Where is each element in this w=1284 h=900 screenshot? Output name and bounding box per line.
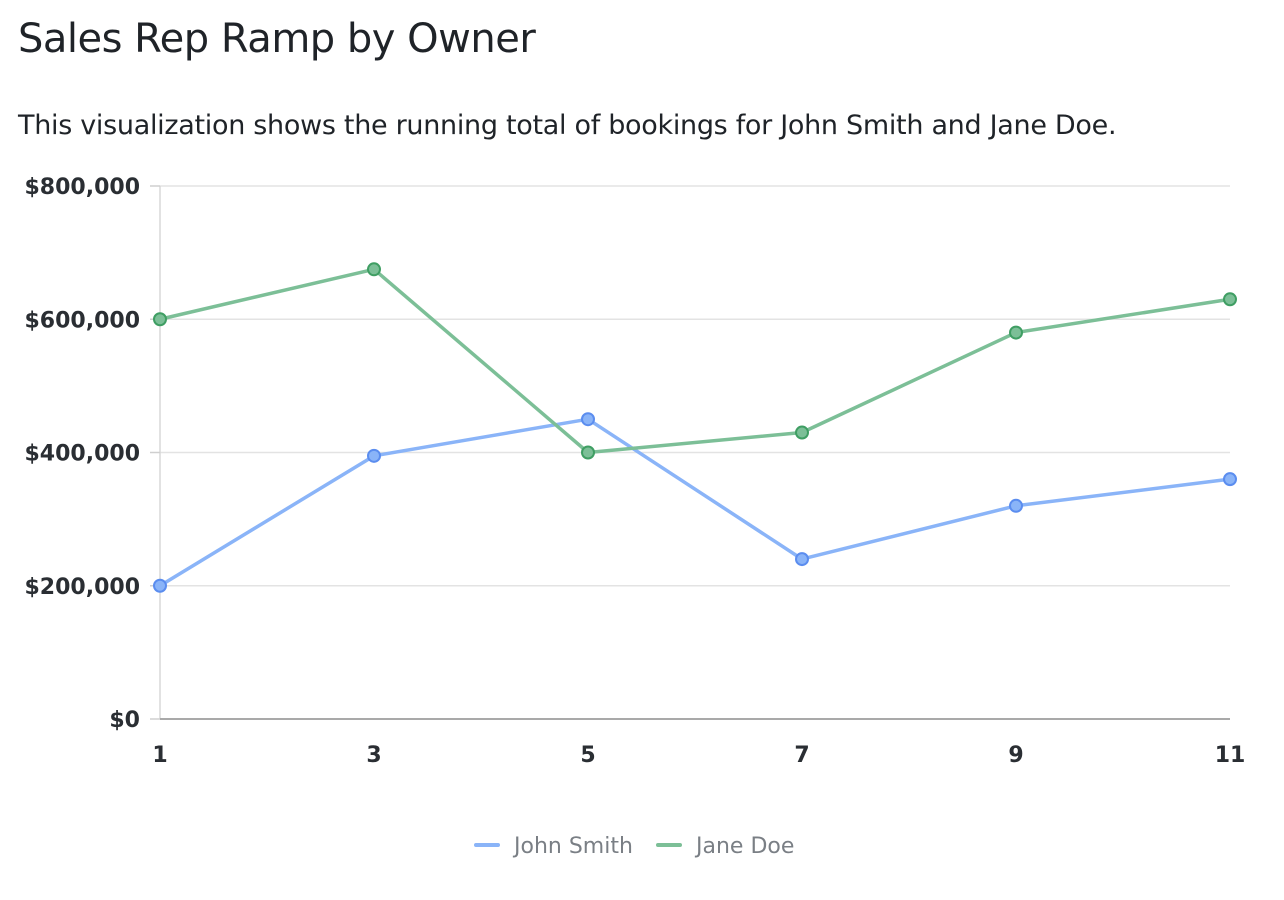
x-tick-label: 3 (366, 743, 381, 768)
y-tick-label: $0 (109, 708, 140, 733)
y-tick-label: $200,000 (24, 575, 140, 600)
series-john-smith (153, 412, 1237, 593)
grid-lines (160, 185, 1230, 587)
y-axis-ticks: $0 $200,000 $400,000 $600,000 $800,000 (24, 175, 160, 733)
x-tick-label: 9 (1008, 743, 1023, 768)
x-tick-label: 7 (794, 743, 809, 768)
data-point[interactable] (1223, 472, 1237, 487)
series (153, 262, 1237, 593)
y-tick-label: $800,000 (24, 175, 140, 200)
x-tick-label: 1 (152, 743, 167, 768)
legend-label: John Smith (512, 834, 633, 859)
data-point[interactable] (153, 312, 167, 327)
data-point[interactable] (581, 445, 595, 460)
chart-subtitle: This visualization shows the running tot… (18, 110, 1117, 141)
y-tick-label: $600,000 (24, 308, 140, 333)
data-point[interactable] (367, 448, 381, 463)
x-tick-label: 11 (1215, 743, 1246, 768)
data-point[interactable] (367, 262, 381, 277)
legend[interactable]: John Smith Jane Doe (474, 834, 794, 859)
data-point[interactable] (153, 578, 167, 593)
legend-label: Jane Doe (694, 834, 794, 859)
data-point[interactable] (1009, 498, 1023, 513)
legend-item-john-smith[interactable]: John Smith (474, 834, 633, 859)
series-line (158, 267, 1232, 455)
x-axis-ticks: 1 3 5 7 9 11 (152, 743, 1245, 768)
x-tick-label: 5 (580, 743, 595, 768)
data-point[interactable] (1223, 292, 1237, 307)
data-point[interactable] (795, 552, 809, 567)
y-tick-label: $400,000 (24, 442, 140, 467)
legend-item-jane-doe[interactable]: Jane Doe (656, 834, 794, 859)
data-point[interactable] (1009, 325, 1023, 340)
data-point[interactable] (795, 425, 809, 440)
series-jane-doe (153, 262, 1237, 460)
chart-title: Sales Rep Ramp by Owner (18, 16, 536, 62)
data-point[interactable] (581, 412, 595, 427)
series-line (158, 417, 1232, 588)
